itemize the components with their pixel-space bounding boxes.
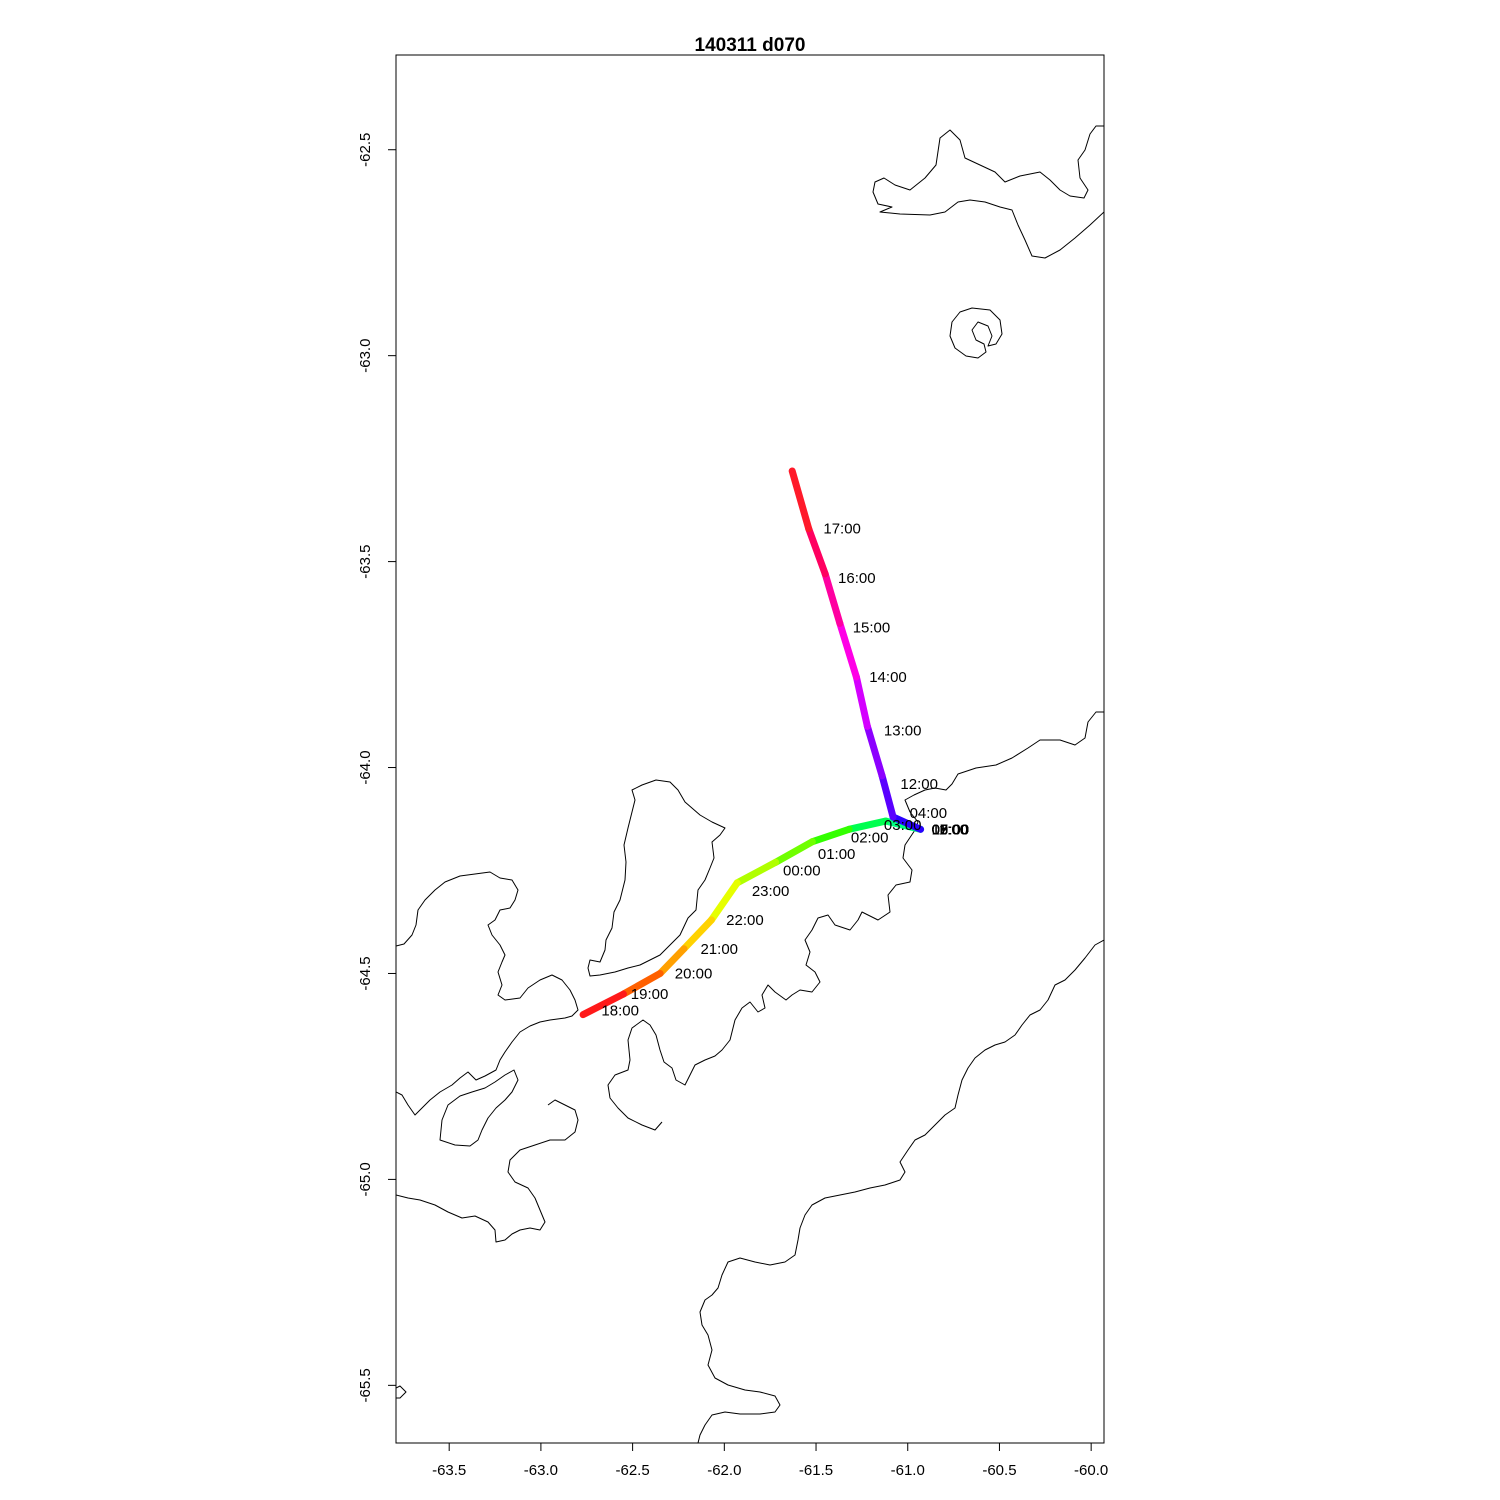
track-segment-southwest [707, 879, 741, 924]
y-tick-label: -64.0 [357, 750, 374, 784]
x-tick-label: -63.5 [432, 1462, 466, 1479]
y-tick-label: -65.5 [357, 1368, 374, 1402]
y-tick-label: -63.0 [357, 339, 374, 373]
y-tick-label: -63.5 [357, 544, 374, 578]
track-segment-southwest [619, 969, 664, 998]
time-label: 20:00 [675, 965, 713, 982]
time-label: 06:00 [932, 821, 970, 838]
time-label: 07:00 [932, 821, 970, 838]
track-segment-southwest [579, 990, 627, 1019]
track-segment-north [788, 467, 813, 533]
x-tick-label: -60.5 [982, 1462, 1016, 1479]
time-label: 05:00 [932, 821, 970, 838]
time-label: 18:00 [601, 1003, 639, 1020]
track-layer [579, 467, 925, 1019]
x-tick-label: -60.0 [1074, 1462, 1108, 1479]
time-label: 14:00 [869, 669, 907, 686]
coastline-small-island [949, 307, 1003, 359]
time-label-layer: 17:00 16:00 15:00 14:00 13:00 12:00 04:0003:00… [601, 521, 969, 1020]
y-axis: -62.5 -63.0 -63.5 -64.0 -64.5 -65.0 -65.5 [357, 133, 397, 1402]
time-label: 08:00 [932, 821, 970, 838]
track-segment-southwest [680, 916, 715, 953]
track-segment-north [878, 772, 897, 821]
time-label: 02:00 [851, 830, 889, 847]
coastline-layer [396, 125, 1104, 1443]
y-tick-label: -64.5 [357, 956, 374, 990]
coastline-south-mainland [697, 939, 1104, 1443]
track-segment-north [863, 722, 886, 780]
time-label: 23:00 [752, 883, 790, 900]
time-label: 17:00 [823, 521, 861, 538]
x-tick-label: -62.5 [616, 1462, 650, 1479]
x-tick-label: -63.0 [524, 1462, 558, 1479]
coastline-west-lobe [396, 871, 579, 1116]
track-segment-southwest [772, 838, 816, 866]
x-tick-label: -61.0 [891, 1462, 925, 1479]
time-label: 10:00 [932, 821, 970, 838]
time-label: 15:00 [853, 619, 891, 636]
coastline-northeast-island [872, 125, 1104, 259]
time-label: 11:00 [932, 821, 968, 838]
track-segment-north [821, 570, 844, 627]
time-label: 16:00 [838, 570, 876, 587]
time-label: 13:00 [884, 722, 922, 739]
track-segment-north [852, 673, 871, 730]
time-label: 19:00 [631, 986, 669, 1003]
x-axis: -63.5 -63.0 -62.5 -62.0 -61.5 -61.0 -60.5 -60.0 [432, 1442, 1108, 1479]
coastline-southwest-tip [396, 1385, 407, 1399]
y-tick-label: -62.5 [357, 133, 374, 167]
track-segment-north [836, 619, 860, 681]
y-tick-label: -65.0 [357, 1162, 374, 1196]
track-segment-north [805, 525, 829, 578]
track-segment-southwest [845, 817, 890, 833]
x-tick-label: -61.5 [799, 1462, 833, 1479]
coastline-south-lobe [396, 1099, 579, 1243]
coastline-lower-island [439, 1069, 519, 1147]
time-label: 01:00 [818, 846, 856, 863]
coastline-peninsula-main [607, 711, 1104, 1131]
track-segment-southwest [808, 825, 853, 846]
x-tick-label: -62.0 [707, 1462, 741, 1479]
coastline-inner-island [587, 779, 726, 977]
time-label: 09:00 [932, 821, 970, 838]
track-segment-north [889, 813, 925, 833]
time-label: 00:00 [783, 863, 821, 880]
plot-frame [395, 54, 1105, 1444]
time-label: 03:00 [884, 817, 922, 834]
time-label: 12:00 [900, 776, 938, 793]
track-segment-southwest [656, 945, 688, 977]
time-label: 04:00 [910, 805, 948, 822]
time-label: 22:00 [726, 912, 764, 929]
plot-title: 140311 d070 [695, 35, 806, 56]
track-segment-southwest [733, 858, 780, 887]
time-label: 21:00 [700, 941, 738, 958]
